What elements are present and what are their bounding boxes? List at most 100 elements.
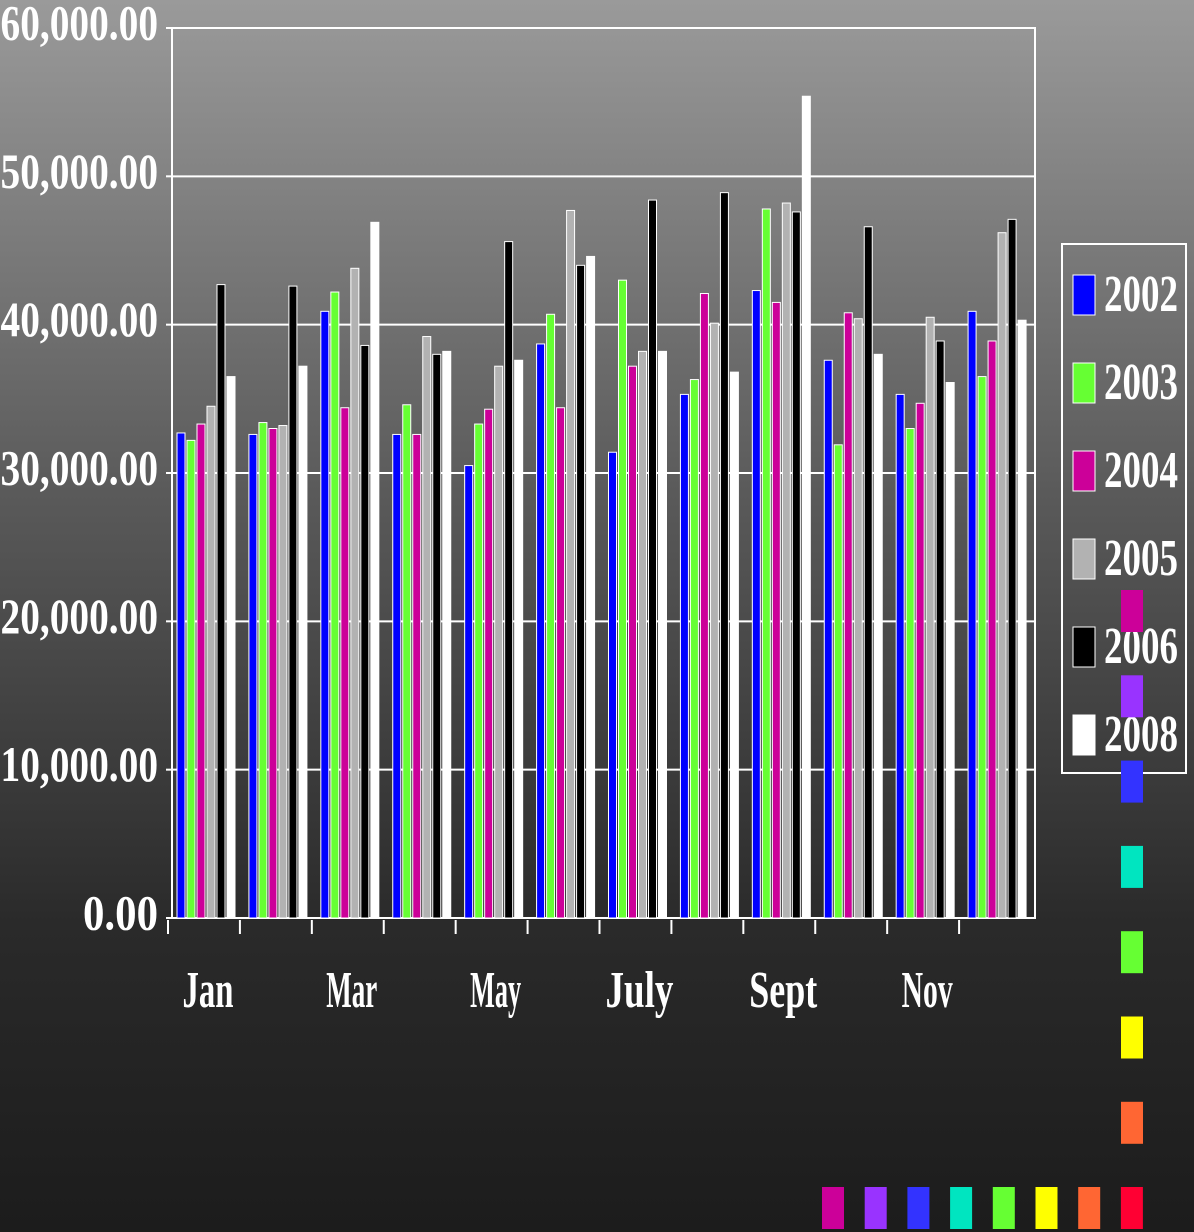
bar <box>340 407 350 919</box>
bar <box>206 405 216 919</box>
x-tick-label: Mar <box>326 962 377 1019</box>
bar <box>226 376 236 919</box>
bar <box>432 353 442 919</box>
bar <box>791 211 801 919</box>
bar <box>843 312 853 919</box>
bar <box>586 255 596 919</box>
legend-swatch <box>1072 538 1096 580</box>
y-tick-label: 20,000.00 <box>1 588 159 644</box>
bar <box>258 422 268 919</box>
decor-square <box>822 1187 844 1229</box>
bar <box>484 408 494 919</box>
bar <box>298 365 308 919</box>
bar <box>761 208 771 919</box>
bar <box>719 192 729 919</box>
bar <box>638 350 647 919</box>
decor-square <box>1121 1101 1143 1144</box>
decor-square <box>1120 1187 1143 1229</box>
bar <box>176 432 186 919</box>
bar <box>350 267 360 919</box>
bar <box>402 404 412 919</box>
bar <box>679 393 689 919</box>
x-tick-label: July <box>605 962 673 1019</box>
decor-square <box>992 1187 1015 1229</box>
bar <box>648 199 657 919</box>
bar <box>833 444 843 919</box>
bar <box>320 310 330 919</box>
x-tick-label: Nov <box>902 962 953 1019</box>
bar <box>823 359 833 919</box>
bar <box>412 433 422 919</box>
legend-label: 2005 <box>1104 530 1178 587</box>
bar <box>464 465 474 919</box>
bar <box>618 279 627 919</box>
bar <box>268 428 278 919</box>
x-tick-label: Sept <box>749 962 817 1019</box>
bar <box>288 285 298 919</box>
bar <box>945 382 955 919</box>
bar <box>801 95 811 919</box>
y-tick-label: 60,000.00 <box>1 0 159 50</box>
bar <box>987 340 997 919</box>
bar <box>216 284 226 919</box>
y-tick-label: 30,000.00 <box>1 439 159 495</box>
bar <box>536 343 546 919</box>
legend-label: 2004 <box>1104 442 1178 499</box>
bar <box>1017 319 1027 919</box>
bar <box>442 350 452 919</box>
bar <box>915 402 925 919</box>
bar <box>863 226 873 919</box>
bar <box>628 365 637 919</box>
legend-label: 2003 <box>1104 354 1178 411</box>
bar <box>853 318 863 919</box>
bar <box>248 433 258 919</box>
decor-square <box>1121 1016 1143 1059</box>
y-tick-label: 50,000.00 <box>1 143 159 199</box>
decor-square <box>907 1187 930 1229</box>
bar <box>977 376 987 919</box>
decor-square <box>950 1187 973 1229</box>
legend-label: 2002 <box>1104 266 1178 323</box>
bar <box>360 344 370 919</box>
bar <box>967 310 977 919</box>
decor-square <box>1035 1187 1058 1229</box>
bar <box>576 264 586 919</box>
y-tick-label: 40,000.00 <box>1 291 159 347</box>
bar <box>556 407 566 919</box>
legend-swatch <box>1072 626 1096 668</box>
bar <box>781 202 791 919</box>
bar <box>278 425 288 919</box>
legend-swatch <box>1072 362 1096 404</box>
y-tick-label: 10,000.00 <box>1 736 159 792</box>
decor-square <box>1121 590 1143 632</box>
bar <box>392 433 402 919</box>
bar <box>751 290 761 919</box>
bar <box>771 301 781 919</box>
bar <box>514 359 524 919</box>
legend-swatch <box>1072 714 1096 756</box>
bar <box>709 322 719 919</box>
x-tick-label: May <box>470 962 521 1019</box>
bar <box>1007 218 1017 919</box>
bar <box>608 451 617 919</box>
bar <box>873 353 883 919</box>
legend-swatch <box>1072 274 1096 316</box>
bar <box>370 221 380 919</box>
bar <box>935 340 945 919</box>
decor-square <box>1078 1187 1101 1229</box>
decor-square <box>1121 845 1143 888</box>
bar <box>422 336 432 919</box>
bar <box>997 232 1007 919</box>
decor-square <box>1121 760 1143 803</box>
bar <box>925 316 935 919</box>
bar <box>699 293 709 919</box>
bar <box>689 379 699 919</box>
bar <box>905 428 915 919</box>
decor-square <box>1121 931 1143 974</box>
bar <box>658 350 667 919</box>
bar <box>330 291 340 919</box>
legend-swatch <box>1072 450 1096 492</box>
x-tick-label: Jan <box>182 962 233 1019</box>
bar <box>186 439 196 919</box>
